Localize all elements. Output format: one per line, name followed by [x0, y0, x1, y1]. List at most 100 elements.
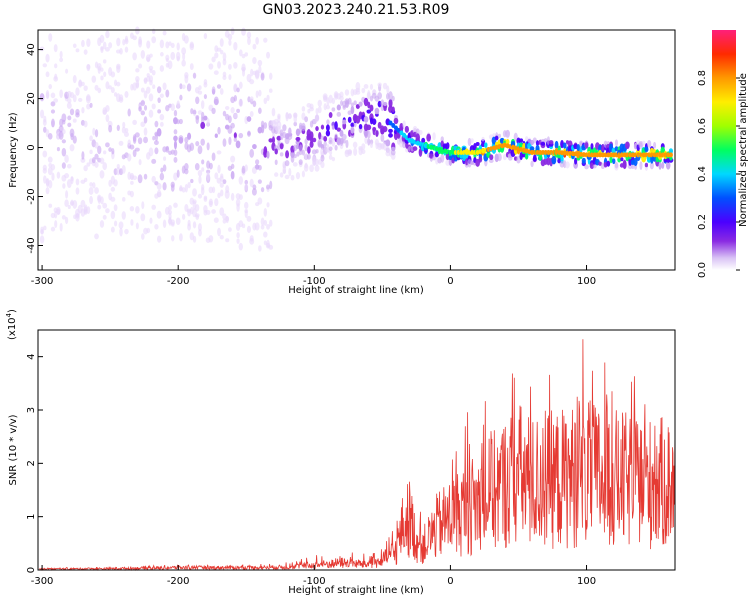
- spectrogram-y-tick-label: 20: [26, 92, 37, 105]
- spectrogram-cell: [67, 122, 72, 128]
- spectrogram-cell: [77, 97, 83, 102]
- snr-exponent-suffix: ): [7, 309, 18, 313]
- spectrogram-cell: [189, 63, 194, 70]
- spectrogram-cell: [143, 136, 148, 144]
- snr-x-tick-label: -100: [303, 576, 326, 587]
- spectrogram-cell: [103, 71, 107, 78]
- spectrogram-cell: [80, 157, 86, 163]
- spectrogram-cell: [323, 103, 327, 111]
- spectrogram-cell: [279, 172, 284, 178]
- spectrogram-cell: [45, 53, 50, 63]
- spectrogram-cell: [181, 84, 186, 90]
- spectrogram-cell: [631, 164, 635, 170]
- spectrogram-cell: [238, 194, 243, 201]
- spectrogram-cell: [247, 36, 251, 46]
- spectrogram-cell: [182, 52, 186, 61]
- spectrogram-cell: [100, 67, 104, 72]
- spectrogram-cell: [135, 79, 140, 88]
- spectrogram-y-tick-label: 0: [26, 144, 37, 150]
- spectrogram-cell: [325, 104, 331, 110]
- spectrogram-cell: [61, 162, 66, 169]
- spectrogram-cell: [67, 204, 71, 210]
- spectrogram-cell: [72, 75, 77, 84]
- spectrogram-cell: [45, 187, 50, 195]
- figure-title: GN03.2023.240.21.53.R09: [263, 2, 450, 18]
- spectrogram-cell: [329, 149, 333, 156]
- spectrogram-cell: [644, 162, 649, 168]
- spectrogram-cell: [203, 115, 208, 121]
- spectrogram-cell: [254, 222, 260, 231]
- spectrogram-cell: [65, 68, 69, 74]
- spectrogram-cell: [170, 51, 176, 61]
- spectrogram-cell: [59, 50, 63, 59]
- spectrogram-cell: [304, 116, 309, 123]
- spectrogram-cell: [612, 158, 616, 165]
- spectrogram-cell: [404, 125, 409, 133]
- spectrogram-x-tick-label: 0: [447, 276, 453, 287]
- spectrogram-cell: [103, 150, 107, 155]
- spectrogram-cell: [328, 146, 333, 151]
- spectrogram-cell: [331, 137, 336, 147]
- spectrogram-cell: [189, 142, 195, 151]
- spectrogram-cell: [661, 161, 665, 169]
- spectrogram-cell: [118, 221, 124, 229]
- spectrogram-cell: [230, 107, 235, 114]
- spectrogram-cell: [622, 160, 627, 170]
- spectrogram-cell: [519, 152, 523, 161]
- spectrogram-cell: [195, 140, 200, 147]
- spectrogram-cell: [435, 151, 439, 158]
- spectrogram-cell: [301, 170, 306, 178]
- spectrogram-cell: [151, 175, 156, 183]
- spectrogram-cell: [176, 42, 180, 51]
- spectrogram-cell: [320, 154, 325, 162]
- spectrogram-cell: [143, 90, 148, 99]
- spectrogram-cell: [116, 81, 121, 87]
- spectrogram-cell: [633, 142, 638, 150]
- spectrogram-x-tick-label: 100: [577, 276, 596, 287]
- spectrogram-cell: [213, 98, 219, 106]
- spectrogram-cell: [154, 224, 159, 230]
- spectrogram-cell: [156, 210, 162, 219]
- spectrogram-cell: [238, 81, 243, 89]
- spectrogram-cell: [127, 139, 131, 147]
- spectrogram-cell: [159, 172, 165, 181]
- spectrogram-cell: [89, 182, 93, 187]
- spectrogram-cell: [81, 81, 85, 87]
- spectrogram-cell: [192, 188, 197, 197]
- spectrogram-cell: [181, 187, 186, 193]
- spectrogram-cell: [110, 196, 116, 202]
- spectrogram-cell: [40, 228, 45, 234]
- spectrogram-cell: [151, 36, 157, 44]
- snr-y-tick-label: 1: [26, 513, 37, 519]
- spectrogram-cell: [214, 52, 219, 59]
- spectrogram-cell: [83, 49, 88, 55]
- spectrogram-cell: [233, 41, 238, 51]
- colorbar-label: Normalized spectral amplitude: [738, 73, 749, 227]
- spectrogram-cell: [304, 144, 308, 152]
- spectrogram-cell: [203, 78, 208, 85]
- spectrogram-cell: [152, 135, 156, 141]
- spectrogram-cell: [271, 133, 276, 139]
- spectrogram-cell: [178, 135, 184, 142]
- spectrogram-cell: [113, 179, 118, 187]
- spectrogram-cell: [559, 161, 565, 168]
- spectrogram-cell: [323, 135, 328, 142]
- spectrogram-cell: [50, 226, 56, 232]
- snr-exponent-prefix: (x10: [7, 317, 18, 340]
- spectrogram-cell: [48, 84, 53, 90]
- spectrogram-cell: [213, 217, 219, 223]
- spectrogram-cell: [314, 164, 320, 172]
- spectrogram-cell: [168, 212, 172, 221]
- spectrogram-cell: [99, 170, 105, 179]
- spectrogram-cell: [124, 38, 129, 45]
- spectrogram-cell: [159, 93, 164, 99]
- spectrogram-cell: [102, 214, 107, 220]
- spectrogram-cell: [241, 53, 246, 59]
- spectrogram-cell: [47, 156, 53, 163]
- spectrogram-cell: [266, 202, 270, 208]
- spectrogram-cell: [334, 121, 338, 131]
- spectrogram-cell: [75, 112, 80, 118]
- spectrogram-cell: [284, 160, 290, 167]
- spectrogram-cell: [227, 33, 233, 41]
- spectrogram-cell: [236, 232, 240, 239]
